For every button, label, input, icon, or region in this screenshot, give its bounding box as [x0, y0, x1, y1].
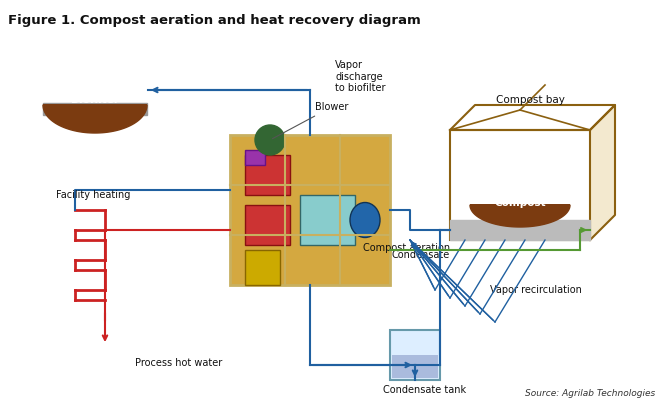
Polygon shape	[590, 105, 615, 240]
Text: Compost: Compost	[494, 198, 546, 208]
Polygon shape	[470, 205, 570, 227]
Text: Condensate: Condensate	[392, 250, 450, 260]
Bar	[392, 355, 438, 378]
Polygon shape	[43, 105, 147, 133]
Text: Vapor recirculation: Vapor recirculation	[490, 285, 582, 295]
Bar	[300, 195, 355, 245]
Text: Facility heating: Facility heating	[56, 190, 130, 200]
Bar	[450, 130, 590, 240]
Bar	[450, 220, 590, 240]
Text: Vapor
discharge
to biofilter: Vapor discharge to biofilter	[335, 60, 386, 93]
Bar	[245, 155, 290, 195]
Text: Source: Agrilab Technologies: Source: Agrilab Technologies	[525, 389, 655, 398]
Text: Compost bay: Compost bay	[495, 95, 564, 105]
Bar	[245, 150, 265, 165]
Text: Compost aeration: Compost aeration	[363, 243, 450, 253]
Bar	[245, 205, 290, 245]
Text: Figure 1. Compost aeration and heat recovery diagram: Figure 1. Compost aeration and heat reco…	[8, 14, 421, 27]
Text: Condensate tank: Condensate tank	[383, 385, 467, 395]
Text: Process hot water: Process hot water	[135, 358, 222, 368]
Text: Biofilter: Biofilter	[71, 95, 119, 105]
Circle shape	[255, 125, 285, 155]
Bar	[230, 135, 390, 285]
Bar	[245, 250, 280, 285]
Bar	[390, 330, 440, 380]
Ellipse shape	[350, 202, 380, 237]
Bar	[43, 103, 147, 115]
Text: Blower: Blower	[272, 102, 349, 139]
